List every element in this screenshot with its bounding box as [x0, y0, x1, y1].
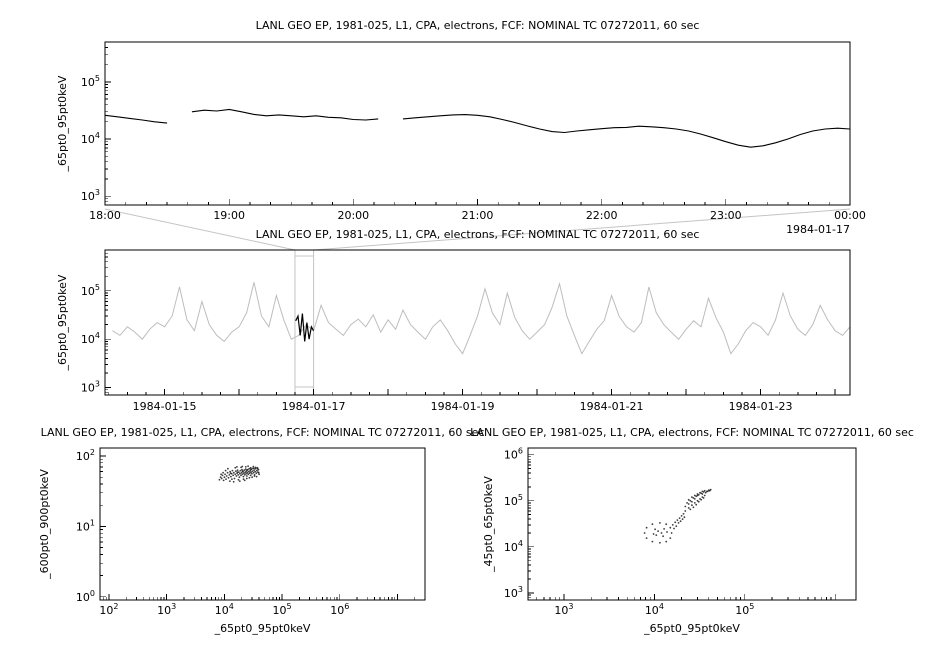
tick-label: 103	[554, 602, 573, 617]
tick-label: 104	[81, 331, 100, 346]
x-axis-date-label: 1984-01-17	[786, 223, 850, 236]
x-tick-label: 00:00	[834, 209, 866, 222]
scatter-points	[643, 488, 712, 544]
x-tick-label: 21:00	[462, 209, 494, 222]
panel-scatter-right: 103 104 105 106 103 104 105 LANL GEO EP, 1981-0…	[470, 426, 914, 635]
tick-label: 103	[504, 585, 523, 600]
tick-label: 102	[99, 602, 118, 617]
series-layer	[105, 108, 850, 148]
panel-title: LANL GEO EP, 1981-025, L1, CPA, electron…	[41, 426, 485, 439]
tick-label: 106	[330, 602, 349, 617]
series-layer	[112, 281, 850, 355]
x-tick-label: 1984-01-23	[729, 400, 793, 413]
y-axis-label: _65pt0_95pt0keV	[56, 274, 69, 371]
plot-area-scatter-right[interactable]	[527, 447, 857, 601]
y-axis-label: _45pt0_65pt0keV	[482, 476, 495, 573]
y-axis-label: _600pt0_900pt0keV	[38, 469, 51, 580]
zoom-selection-overlay[interactable]	[104, 208, 851, 395]
series-context	[112, 281, 850, 355]
tick-label: 104	[504, 539, 523, 554]
tick-label: 101	[76, 518, 95, 533]
panel-title: LANL GEO EP, 1981-025, L1, CPA, electron…	[256, 19, 700, 32]
tick-label: 105	[273, 602, 292, 617]
tick-label: 104	[81, 131, 100, 146]
tick-label: 102	[76, 448, 95, 463]
tick-label: 100	[76, 589, 95, 604]
panel-scatter-left: 100 101 102 102 103 104 105 106 LANL GEO EP, 198…	[38, 426, 484, 635]
x-axis-label: _65pt0_95pt0keV	[643, 622, 740, 635]
tick-label: 103	[157, 602, 176, 617]
x-tick-label: 1984-01-17	[282, 400, 346, 413]
series-_65pt0_95pt0keV	[105, 108, 850, 148]
x-tick-label: 19:00	[213, 209, 245, 222]
plot-area-scatter-left[interactable]	[99, 447, 426, 601]
plot-area-context-timeseries[interactable]	[104, 249, 851, 396]
tick-label: 105	[81, 74, 100, 89]
x-tick-label: 20:00	[337, 209, 369, 222]
series-layer	[218, 465, 260, 483]
tick-label: 106	[504, 447, 523, 462]
x-tick-label: 1984-01-19	[431, 400, 495, 413]
panel-title: LANL GEO EP, 1981-025, L1, CPA, electron…	[470, 426, 914, 439]
plot-area-top-timeseries[interactable]	[104, 41, 851, 206]
x-tick-label: 1984-01-15	[133, 400, 197, 413]
tick-label: 105	[81, 283, 100, 298]
tick-label: 104	[645, 602, 664, 617]
panel-title: LANL GEO EP, 1981-025, L1, CPA, electron…	[256, 228, 700, 241]
connector-right	[313, 208, 851, 251]
x-tick-label: 22:00	[586, 209, 618, 222]
y-axis-label: _65pt0_95pt0keV	[56, 75, 69, 172]
tick-label: 105	[735, 602, 754, 617]
connector-left	[104, 208, 296, 251]
tick-label: 105	[504, 493, 523, 508]
panel-top-timeseries: 103 104 105 18:00 19:00 20:00 21:00 22:00 23:00 0…	[56, 19, 866, 236]
x-tick-label: 18:00	[89, 209, 121, 222]
scatter-points	[218, 465, 260, 483]
x-tick-label: 1984-01-21	[580, 400, 644, 413]
tick-label: 104	[215, 602, 234, 617]
x-axis-label: _65pt0_95pt0keV	[214, 622, 311, 635]
panel-context-timeseries: 103 104 105 1984-01-15 1984-01-17 1984-01-19 1…	[56, 228, 851, 413]
tick-label: 103	[81, 380, 100, 395]
series-selected-interval	[295, 313, 315, 342]
x-tick-label: 23:00	[710, 209, 742, 222]
series-layer	[643, 488, 712, 544]
tick-label: 103	[81, 188, 100, 203]
